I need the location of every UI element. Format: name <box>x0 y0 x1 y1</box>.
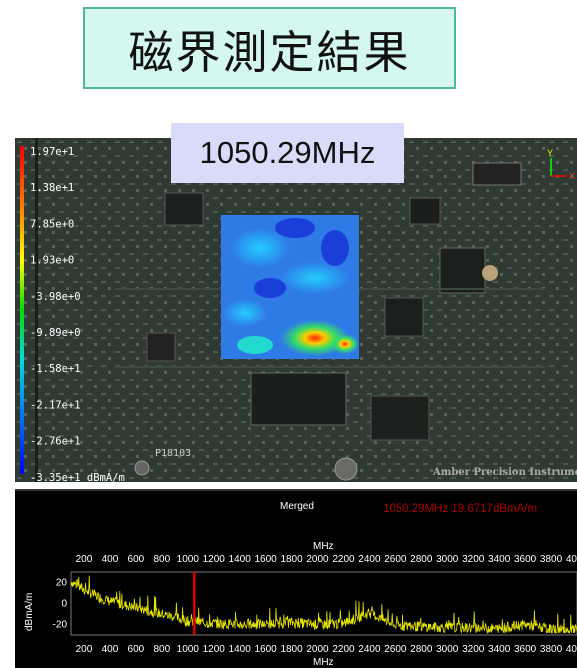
color-scale-bar <box>20 146 24 474</box>
spectrum-title: Merged <box>280 501 314 512</box>
y-tick-label: 20 <box>56 578 68 589</box>
top-tick-label: 1600 <box>254 554 277 565</box>
y-tick-label: 0 <box>61 599 67 610</box>
top-tick-label: 3600 <box>514 554 537 565</box>
bottom-tick-label: 1800 <box>280 644 303 655</box>
top-tick-label: 600 <box>128 554 145 565</box>
watermark: Amber Precision Instruments <box>432 467 577 478</box>
top-tick-label: 2000 <box>306 554 329 565</box>
color-scale-label: 1.38e+1 <box>30 182 74 194</box>
y-axis-title: dBmA/m <box>24 593 35 631</box>
pcb-mounting-hole <box>334 457 358 481</box>
color-scale-label: -3.35e+1 dBmA/m <box>30 472 125 482</box>
color-scale-labels: 1.97e+1 1.38e+1 7.85e+0 1.93e+0 -3.98e+0 -9.8… <box>30 146 125 482</box>
bottom-axis-title: MHz <box>313 657 334 668</box>
pcb-chip <box>384 297 424 337</box>
axis-x-label: X <box>569 171 575 181</box>
color-scale-label: -2.17e+1 <box>30 399 81 411</box>
color-scale-label: -1.58e+1 <box>30 363 81 375</box>
bottom-tick-label: 2400 <box>358 644 381 655</box>
top-tick-label: 1000 <box>177 554 200 565</box>
bottom-tick-label: 1400 <box>229 644 252 655</box>
pcb-chip <box>439 247 486 294</box>
top-tick-label: 4000 <box>566 554 577 565</box>
top-tick-label: 1200 <box>203 554 226 565</box>
top-tick-label: 3400 <box>488 554 511 565</box>
pcb-chip <box>370 395 430 441</box>
bottom-tick-label: 1200 <box>203 644 226 655</box>
color-scale-label: 1.93e+0 <box>30 255 74 267</box>
bottom-tick-label: 2200 <box>332 644 355 655</box>
top-tick-label: 2600 <box>384 554 407 565</box>
y-tick-label: -20 <box>53 620 68 631</box>
color-scale-label: 7.85e+0 <box>30 218 74 230</box>
bottom-tick-label: 3800 <box>540 644 563 655</box>
top-tick-label: 800 <box>153 554 170 565</box>
color-scale-label: -3.98e+0 <box>30 291 81 303</box>
heatmap-overlay <box>221 215 359 359</box>
bottom-tick-label: 4000 <box>566 644 577 655</box>
bottom-tick-label: 1600 <box>254 644 277 655</box>
top-tick-label: 2200 <box>332 554 355 565</box>
bottom-tick-label: 3200 <box>462 644 485 655</box>
axis-indicator: Y X <box>547 148 575 181</box>
top-tick-label: 3200 <box>462 554 485 565</box>
pcb-mounting-hole <box>134 460 150 476</box>
bottom-tick-label: 3400 <box>488 644 511 655</box>
top-tick-label: 3000 <box>436 554 459 565</box>
color-scale-label: -9.89e+0 <box>30 327 81 339</box>
page-title: 磁界測定結果 <box>83 7 456 89</box>
top-tick-label: 400 <box>102 554 119 565</box>
top-tick-label: 1800 <box>280 554 303 565</box>
top-tick-label: 2400 <box>358 554 381 565</box>
spectrum-panel: Merged 1050.29MHz 19.6717dBmA/m MHz MHz … <box>15 489 577 668</box>
top-tick-label: 1400 <box>229 554 252 565</box>
pcb-chip <box>164 192 204 226</box>
pcb-silkscreen-label: P18103 <box>155 448 191 459</box>
pcb-pad <box>482 265 498 281</box>
pcb-chip <box>409 197 441 225</box>
scan-image: 1.97e+1 1.38e+1 7.85e+0 1.93e+0 -3.98e+0 -9.8… <box>15 138 577 482</box>
top-tick-labels: 200 400 600 800 1000 1200 1400 1600 1800 2000 2200… <box>76 554 577 565</box>
top-axis-title: MHz <box>313 541 334 552</box>
top-tick-label: 2800 <box>410 554 433 565</box>
top-tick-label: 200 <box>76 554 93 565</box>
bottom-tick-label: 600 <box>128 644 145 655</box>
top-tick-label: 3800 <box>540 554 563 565</box>
bottom-tick-label: 800 <box>153 644 170 655</box>
axis-y-label: Y <box>547 148 553 158</box>
bottom-tick-labels: 200 400 600 800 1000 1200 1400 1600 1800 2000 2200… <box>76 644 577 655</box>
bottom-tick-label: 2800 <box>410 644 433 655</box>
y-tick-labels: 20 0 -20 <box>53 578 68 631</box>
pcb-inductor <box>146 332 176 362</box>
pcb-chip <box>250 372 347 426</box>
pcb-scan-svg: 1.97e+1 1.38e+1 7.85e+0 1.93e+0 -3.98e+0 -9.8… <box>15 138 577 482</box>
bottom-tick-label: 1000 <box>177 644 200 655</box>
spectrum-chart: Merged 1050.29MHz 19.6717dBmA/m MHz MHz … <box>15 489 577 668</box>
pcb-connector <box>472 162 522 186</box>
bottom-tick-label: 3600 <box>514 644 537 655</box>
color-scale-label: -2.76e+1 <box>30 436 81 448</box>
plot-frame <box>70 571 577 636</box>
marker-readout: 1050.29MHz 19.6717dBmA/m <box>383 503 537 515</box>
bottom-tick-label: 400 <box>102 644 119 655</box>
spectrum-trace <box>70 575 577 635</box>
bottom-tick-label: 2600 <box>384 644 407 655</box>
frequency-label: 1050.29MHz <box>171 123 404 183</box>
bottom-tick-label: 200 <box>76 644 93 655</box>
bottom-tick-label: 3000 <box>436 644 459 655</box>
color-scale-label: 1.97e+1 <box>30 146 74 158</box>
bottom-tick-label: 2000 <box>306 644 329 655</box>
